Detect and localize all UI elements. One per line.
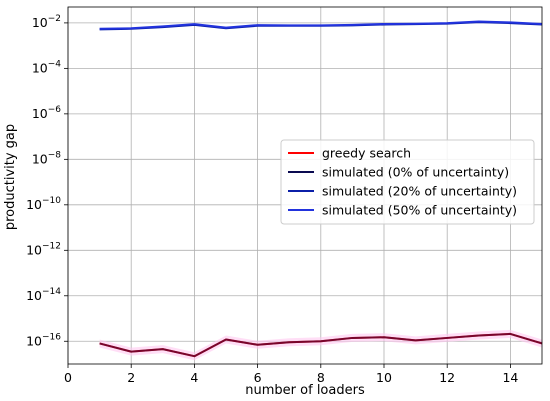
uncertainty-band bbox=[99, 329, 542, 361]
x-tick-label: 4 bbox=[190, 370, 198, 385]
x-tick-label: 0 bbox=[64, 370, 72, 385]
x-tick-label: 8 bbox=[317, 370, 325, 385]
x-axis-label: number of loaders bbox=[245, 383, 365, 398]
legend-entry-greedy-search[interactable]: greedy search bbox=[288, 146, 411, 161]
y-tick-label: 10−14 bbox=[26, 287, 61, 303]
y-axis-label: productivity gap bbox=[3, 124, 18, 230]
x-tick-label: 2 bbox=[127, 370, 135, 385]
uncertainty-bands bbox=[99, 329, 542, 361]
x-axis-ticks: 0 2 4 6 8 10 12 14 bbox=[64, 364, 518, 385]
legend-entry-simulated-50[interactable]: simulated (50% of uncertainty) bbox=[288, 203, 517, 218]
y-tick-label: 10−4 bbox=[32, 59, 61, 75]
y-tick-label: 10−8 bbox=[32, 150, 61, 166]
plot-frame bbox=[67, 6, 543, 365]
x-tick-label: 6 bbox=[254, 370, 262, 385]
x-tick-label: 12 bbox=[439, 370, 455, 385]
x-tick-label: 14 bbox=[502, 370, 518, 385]
legend-label: simulated (50% of uncertainty) bbox=[322, 203, 517, 218]
y-tick-label: 10−12 bbox=[26, 241, 61, 257]
legend-label: greedy search bbox=[322, 146, 411, 161]
legend-label: simulated (20% of uncertainty) bbox=[322, 184, 517, 199]
legend-entry-simulated-20[interactable]: simulated (20% of uncertainty) bbox=[288, 184, 517, 199]
legend-entry-simulated-0[interactable]: simulated (0% of uncertainty) bbox=[288, 165, 509, 180]
series-lines bbox=[99, 20, 543, 358]
legend-box bbox=[280, 139, 535, 225]
y-axis-ticks: 10−16 10−14 10−12 10−10 10−8 10−6 10−4 10−2 bbox=[26, 14, 68, 348]
legend[interactable]: greedy search simulated (0% of uncertain… bbox=[280, 139, 535, 225]
legend-label: simulated (0% of uncertainty) bbox=[322, 165, 509, 180]
y-tick-label: 10−10 bbox=[26, 196, 61, 212]
y-tick-label: 10−6 bbox=[32, 105, 61, 121]
y-tick-label: 10−16 bbox=[26, 332, 61, 348]
y-tick-label: 10−2 bbox=[32, 14, 61, 30]
x-tick-label: 10 bbox=[376, 370, 392, 385]
